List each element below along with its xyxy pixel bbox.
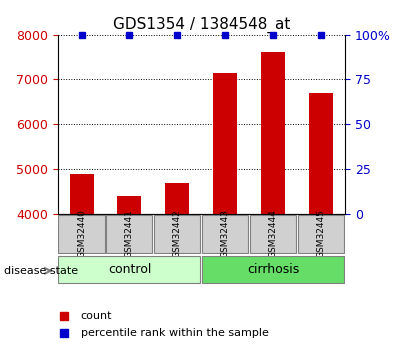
Bar (106, 215, 152, 253)
Bar (69, 174, 94, 214)
Bar (155, 215, 201, 253)
Bar (118, 196, 141, 214)
Text: count: count (81, 311, 112, 321)
Text: GSM32444: GSM32444 (269, 209, 278, 258)
Text: cirrhosis: cirrhosis (247, 263, 300, 276)
Bar (250, 215, 296, 253)
Text: GSM32440: GSM32440 (77, 209, 86, 258)
Text: disease state: disease state (4, 266, 78, 276)
Bar (58, 215, 104, 253)
Text: GSM32445: GSM32445 (317, 209, 326, 258)
Bar (165, 183, 189, 214)
Bar (309, 93, 333, 214)
Text: GSM32442: GSM32442 (173, 209, 182, 258)
Bar (58, 256, 201, 283)
Text: GSM32443: GSM32443 (221, 209, 230, 258)
Text: percentile rank within the sample: percentile rank within the sample (81, 328, 268, 338)
Bar (261, 52, 285, 214)
Bar (298, 215, 344, 253)
Text: GSM32441: GSM32441 (125, 209, 134, 258)
Title: GDS1354 / 1384548_at: GDS1354 / 1384548_at (113, 17, 290, 33)
Bar (202, 215, 248, 253)
Bar (213, 73, 237, 214)
Text: control: control (108, 263, 151, 276)
Bar (202, 256, 344, 283)
